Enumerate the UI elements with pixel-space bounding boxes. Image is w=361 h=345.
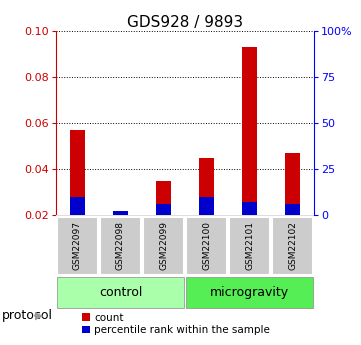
Legend: count, percentile rank within the sample: count, percentile rank within the sample	[82, 313, 270, 335]
Text: GSM22102: GSM22102	[288, 221, 297, 270]
FancyBboxPatch shape	[186, 277, 313, 308]
Text: protocol: protocol	[2, 309, 53, 322]
Bar	[242, 201, 257, 215]
FancyBboxPatch shape	[57, 217, 98, 275]
Text: ▶: ▶	[35, 311, 44, 321]
Text: GSM22098: GSM22098	[116, 221, 125, 270]
Bar	[113, 211, 128, 215]
Bar	[199, 197, 214, 215]
FancyBboxPatch shape	[229, 217, 270, 275]
FancyBboxPatch shape	[100, 217, 141, 275]
Title: GDS928 / 9893: GDS928 / 9893	[127, 15, 243, 30]
Bar	[285, 204, 300, 215]
FancyBboxPatch shape	[186, 217, 227, 275]
Text: microgravity: microgravity	[210, 286, 289, 299]
FancyBboxPatch shape	[57, 277, 184, 308]
FancyBboxPatch shape	[143, 217, 184, 275]
Text: GSM22100: GSM22100	[202, 221, 211, 270]
Bar	[242, 47, 257, 215]
Bar	[113, 211, 128, 215]
Bar	[70, 130, 85, 215]
Bar	[199, 158, 214, 215]
Text: GSM22099: GSM22099	[159, 221, 168, 270]
Text: control: control	[99, 286, 142, 299]
Text: GSM22097: GSM22097	[73, 221, 82, 270]
Bar	[156, 204, 171, 215]
Bar	[156, 181, 171, 215]
Text: GSM22101: GSM22101	[245, 221, 254, 270]
FancyBboxPatch shape	[272, 217, 313, 275]
Bar	[70, 197, 85, 215]
Bar	[285, 153, 300, 215]
